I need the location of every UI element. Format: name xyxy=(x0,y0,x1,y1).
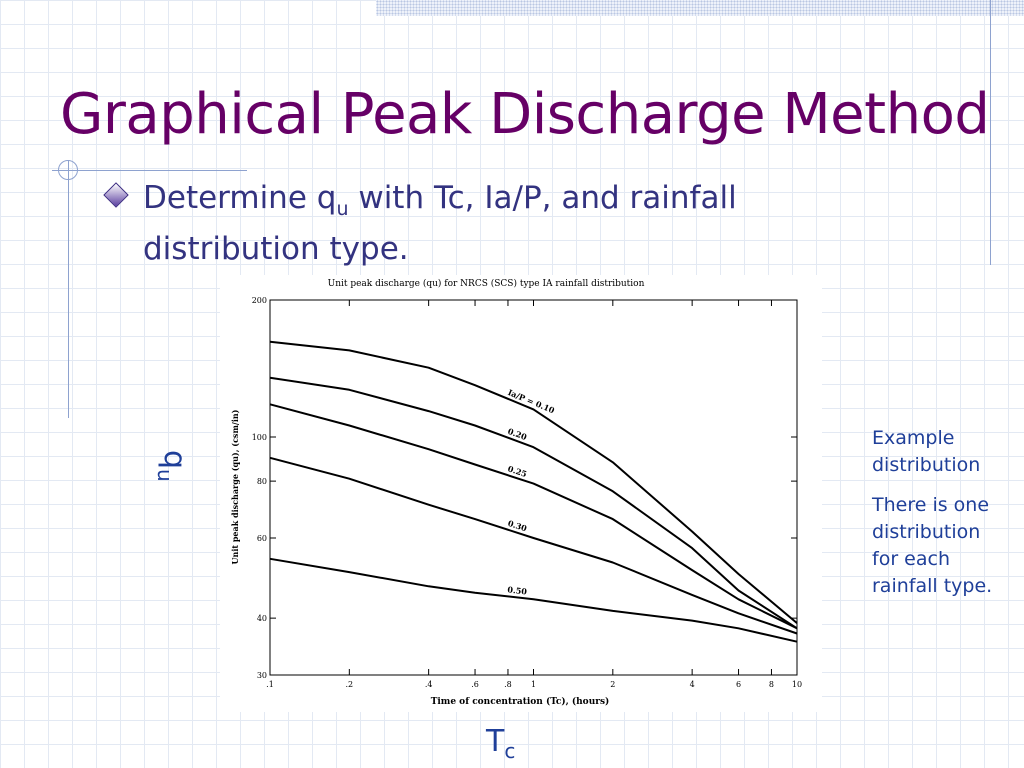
x-tick-label: .2 xyxy=(346,680,354,689)
x-tick-label: 10 xyxy=(792,680,802,689)
x-axis-label: Time of concentration (Tc), (hours) xyxy=(431,696,610,707)
note: Example distribution xyxy=(872,427,981,476)
x-tick-label: 1 xyxy=(531,680,536,689)
y-tick-label: 100 xyxy=(252,433,267,442)
series-line xyxy=(269,456,798,635)
x-tick-label: 4 xyxy=(690,680,695,689)
chart: Unit peak discharge (qu) for NRCS (SCS) … xyxy=(220,275,822,712)
subscript: c xyxy=(504,739,516,763)
x-tick-label: .1 xyxy=(266,680,274,689)
x-tick-label: .4 xyxy=(425,680,433,689)
y-tick-label: 30 xyxy=(257,671,267,680)
subscript: u xyxy=(336,198,349,221)
x-tick-label: .6 xyxy=(471,680,479,689)
bullet-text: Determine qu with Tc, Ia/P, and rainfall… xyxy=(143,178,863,269)
chart-background xyxy=(220,275,822,712)
bullet-icon xyxy=(103,182,129,208)
x-tick-label: 8 xyxy=(769,680,774,689)
decor-band xyxy=(376,0,1024,16)
decor-circle xyxy=(58,160,78,180)
series-label: 0.50 xyxy=(507,584,528,596)
decor-line xyxy=(990,0,991,265)
series-line xyxy=(269,376,798,630)
text: q xyxy=(157,450,192,470)
chart-title: Unit peak discharge (qu) for NRCS (SCS) … xyxy=(328,278,645,289)
x-side-label: Tc xyxy=(486,724,515,763)
x-tick-label: .8 xyxy=(504,680,512,689)
series-line xyxy=(269,557,798,643)
series-line xyxy=(269,340,798,624)
y-tick-label: 40 xyxy=(257,614,267,623)
y-tick-label: 80 xyxy=(257,477,267,486)
x-tick-label: 2 xyxy=(610,680,615,689)
y-axis-label: Unit peak discharge (qu), (csm/in) xyxy=(230,409,240,564)
text: with Tc, Ia/P, and rainfall distribution… xyxy=(143,180,737,268)
y-side-label: qu xyxy=(153,450,192,482)
y-tick-label: 200 xyxy=(252,296,267,305)
text: T xyxy=(486,724,505,759)
y-tick-label: 60 xyxy=(257,534,267,543)
slide-title: Graphical Peak Discharge Method xyxy=(60,82,990,147)
note: There is one distribution for each rainf… xyxy=(872,494,993,597)
x-tick-label: 6 xyxy=(736,680,741,689)
decor-line xyxy=(68,160,69,418)
subscript: u xyxy=(153,469,177,482)
series-line xyxy=(269,403,798,630)
text: Determine q xyxy=(143,180,337,216)
decor-line xyxy=(52,170,247,171)
